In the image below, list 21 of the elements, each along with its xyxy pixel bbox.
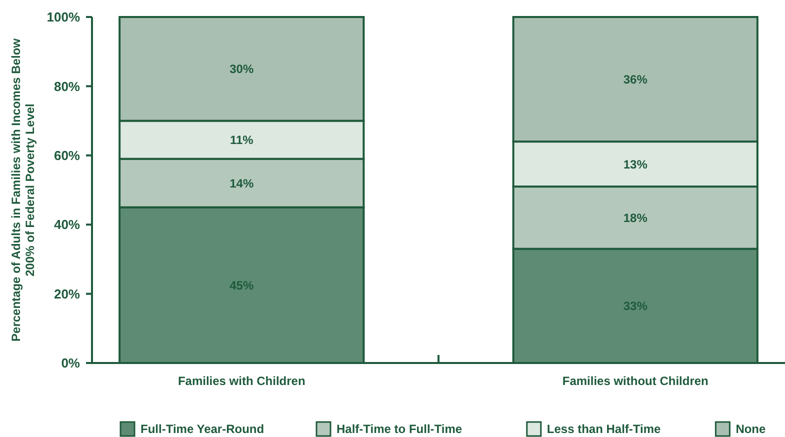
data-label: 36% bbox=[623, 72, 648, 86]
x-tick-label: Families with Children bbox=[178, 374, 306, 388]
y-tick-label: 80% bbox=[54, 78, 80, 94]
y-tick-label: 40% bbox=[54, 217, 80, 232]
data-label: 30% bbox=[230, 62, 254, 76]
x-tick-label: Families without Children bbox=[562, 374, 708, 388]
data-label: 13% bbox=[623, 157, 648, 172]
y-axis-title: Percentage of Adults in Families with Incomes Below 200% of Federal Poverty Level bbox=[9, 38, 37, 342]
data-label: 11% bbox=[230, 133, 254, 148]
data-label: 45% bbox=[230, 278, 254, 292]
data-label: 14% bbox=[230, 176, 254, 190]
legend-label: Half-Time to Full-Time bbox=[336, 422, 462, 436]
legend-label: None bbox=[736, 422, 766, 436]
legend-label: Less than Half-Time bbox=[546, 422, 662, 436]
data-label: 33% bbox=[623, 299, 648, 314]
data-label: 18% bbox=[623, 210, 648, 225]
legend-label: Full-Time Year-Round bbox=[140, 422, 264, 436]
y-tick-label: 20% bbox=[54, 286, 80, 302]
y-tick-label: 100% bbox=[46, 10, 80, 25]
y-tick-label: 60% bbox=[54, 148, 80, 163]
y-tick-label: 0% bbox=[61, 356, 80, 371]
